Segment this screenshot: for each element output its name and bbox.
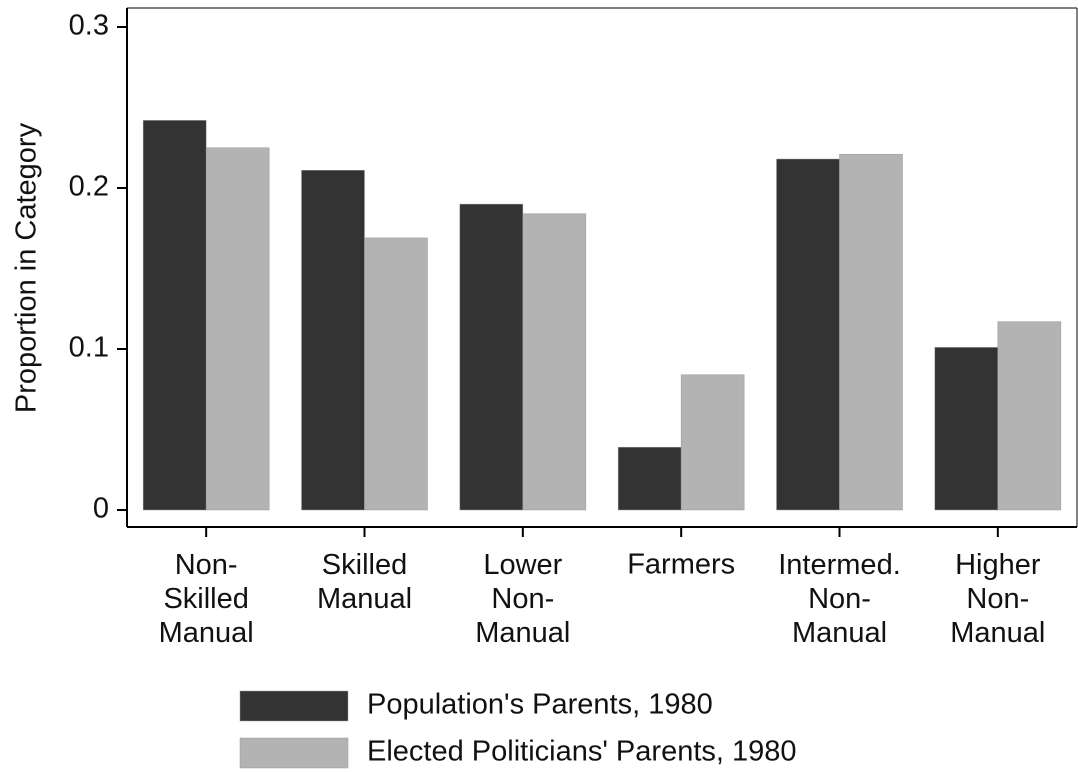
- x-tick-label: Skilled Manual: [317, 549, 412, 615]
- bar: [142, 120, 207, 511]
- x-tick-label: Lower Non-Manual: [475, 549, 570, 649]
- bar: [459, 203, 524, 511]
- legend-swatch: [239, 737, 349, 769]
- bar: [617, 446, 682, 511]
- y-tick-label: 0.2: [69, 171, 109, 203]
- y-tick-label: 0: [93, 493, 109, 525]
- y-tick-label: 0.1: [69, 332, 109, 364]
- bar: [997, 321, 1062, 511]
- bar: [301, 170, 365, 511]
- legend-label: Elected Politicians' Parents, 1980: [367, 736, 797, 768]
- bar: [934, 347, 999, 511]
- y-axis-label: Proportion in Category: [11, 122, 43, 413]
- x-tick-label: Intermed. Non-Manual: [778, 549, 901, 649]
- bar: [680, 374, 745, 511]
- legend-swatch: [239, 690, 349, 722]
- bar: [776, 158, 840, 511]
- bar: [205, 147, 270, 511]
- legend-label: Population's Parents, 1980: [367, 689, 713, 721]
- x-tick-label: Non-Skilled Manual: [159, 549, 254, 649]
- bar: [364, 237, 428, 511]
- y-tick-label: 0.3: [69, 10, 109, 42]
- bar: [839, 153, 903, 511]
- x-tick-label: Farmers: [627, 549, 735, 581]
- x-tick-label: Higher Non-Manual: [950, 549, 1045, 649]
- bar: [522, 213, 587, 511]
